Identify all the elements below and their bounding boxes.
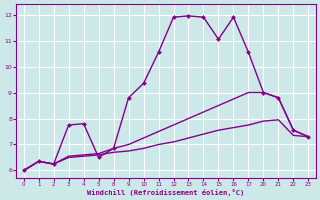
X-axis label: Windchill (Refroidissement éolien,°C): Windchill (Refroidissement éolien,°C)	[87, 189, 245, 196]
